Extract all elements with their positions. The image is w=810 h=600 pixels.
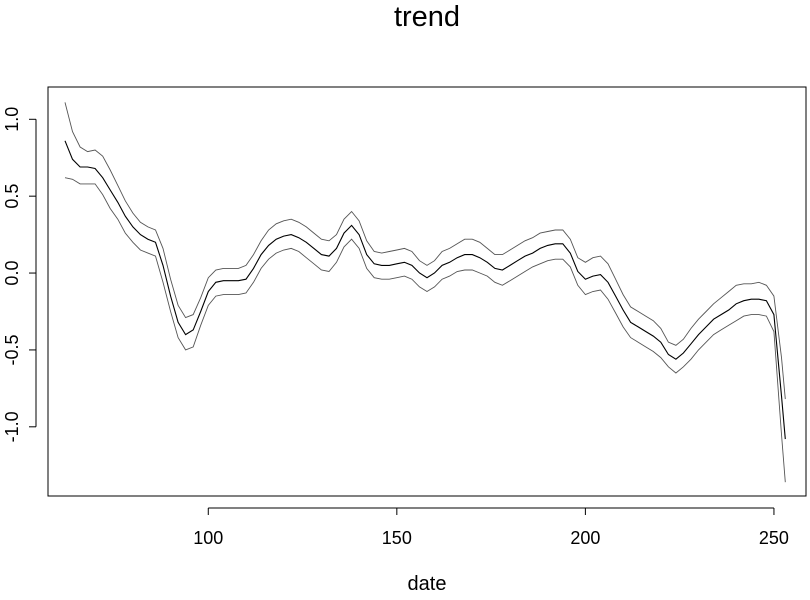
chart-title: trend: [394, 1, 460, 33]
x-tick-label: 250: [759, 528, 789, 548]
series-layer: [64, 102, 786, 483]
lower-band-line: [64, 177, 786, 483]
y-tick-label: -1.0: [2, 411, 22, 442]
upper-band-line: [64, 102, 786, 400]
x-axis: 100 150 200 250: [193, 507, 789, 548]
y-tick-label: 0.0: [2, 261, 22, 286]
x-tick-label: 200: [570, 528, 600, 548]
plot-frame: [47, 86, 807, 497]
y-tick-label: -0.5: [2, 334, 22, 365]
x-tick-label: 100: [193, 528, 223, 548]
y-tick-label: 0.5: [2, 184, 22, 209]
trend-line: [64, 140, 786, 440]
y-tick-label: 1.0: [2, 107, 22, 132]
x-tick-label: 150: [382, 528, 412, 548]
y-axis: -1.0 -0.5 0.0 0.5 1.0: [2, 107, 37, 442]
x-axis-label: date: [408, 573, 447, 595]
